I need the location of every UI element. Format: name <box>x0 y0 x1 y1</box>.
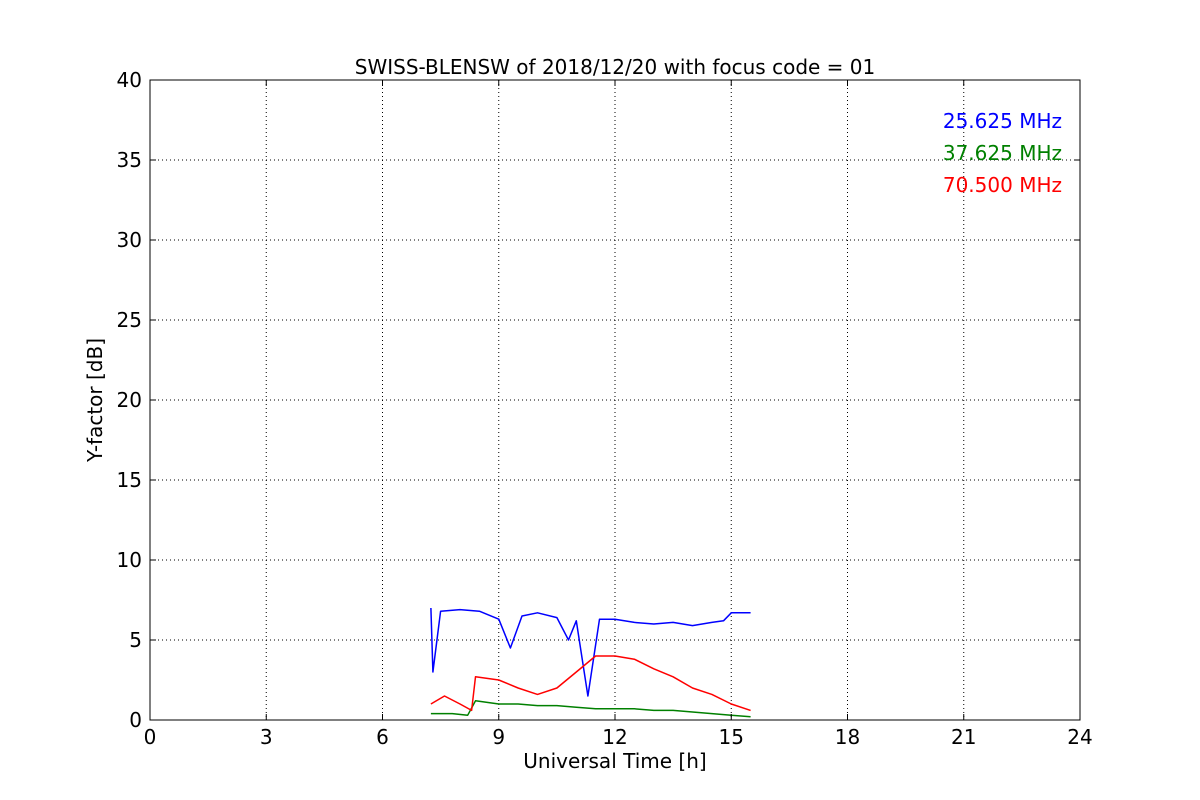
legend-entry-3: 70.500 MHz <box>943 173 1062 197</box>
y-tick-label: 25 <box>117 308 142 332</box>
legend-entry-1: 25.625 MHz <box>943 109 1062 133</box>
legend-entry-2: 37.625 MHz <box>943 141 1062 165</box>
x-tick-label: 15 <box>719 725 744 749</box>
x-tick-label: 18 <box>835 725 860 749</box>
grid <box>150 80 1080 720</box>
x-tick-label: 3 <box>260 725 273 749</box>
legend: 25.625 MHz 37.625 MHz 70.500 MHz <box>943 109 1062 197</box>
series-line-2 <box>430 700 751 718</box>
ticks: 0 3 6 9 12 15 18 21 24 0 5 10 15 20 25 30 35 40 <box>117 68 1093 749</box>
y-tick-label: 10 <box>117 548 142 572</box>
series-layer <box>430 607 751 718</box>
series-line-1 <box>430 607 751 697</box>
chart-title: SWISS-BLENSW of 2018/12/20 with focus co… <box>355 55 876 79</box>
y-axis-title: Y-factor [dB] <box>83 338 107 463</box>
x-tick-label: 6 <box>376 725 389 749</box>
y-tick-label: 5 <box>129 628 142 652</box>
x-tick-label: 9 <box>492 725 505 749</box>
y-tick-label: 40 <box>117 68 142 92</box>
y-tick-label: 35 <box>117 148 142 172</box>
y-tick-label: 20 <box>117 388 142 412</box>
x-tick-label: 21 <box>951 725 976 749</box>
x-tick-label: 24 <box>1067 725 1092 749</box>
y-tick-label: 30 <box>117 228 142 252</box>
y-tick-label: 15 <box>117 468 142 492</box>
x-axis-title: Universal Time [h] <box>523 749 706 773</box>
x-tick-label: 12 <box>602 725 627 749</box>
series-line-3 <box>430 655 751 712</box>
x-tick-label: 0 <box>144 725 157 749</box>
y-tick-label: 0 <box>129 708 142 732</box>
